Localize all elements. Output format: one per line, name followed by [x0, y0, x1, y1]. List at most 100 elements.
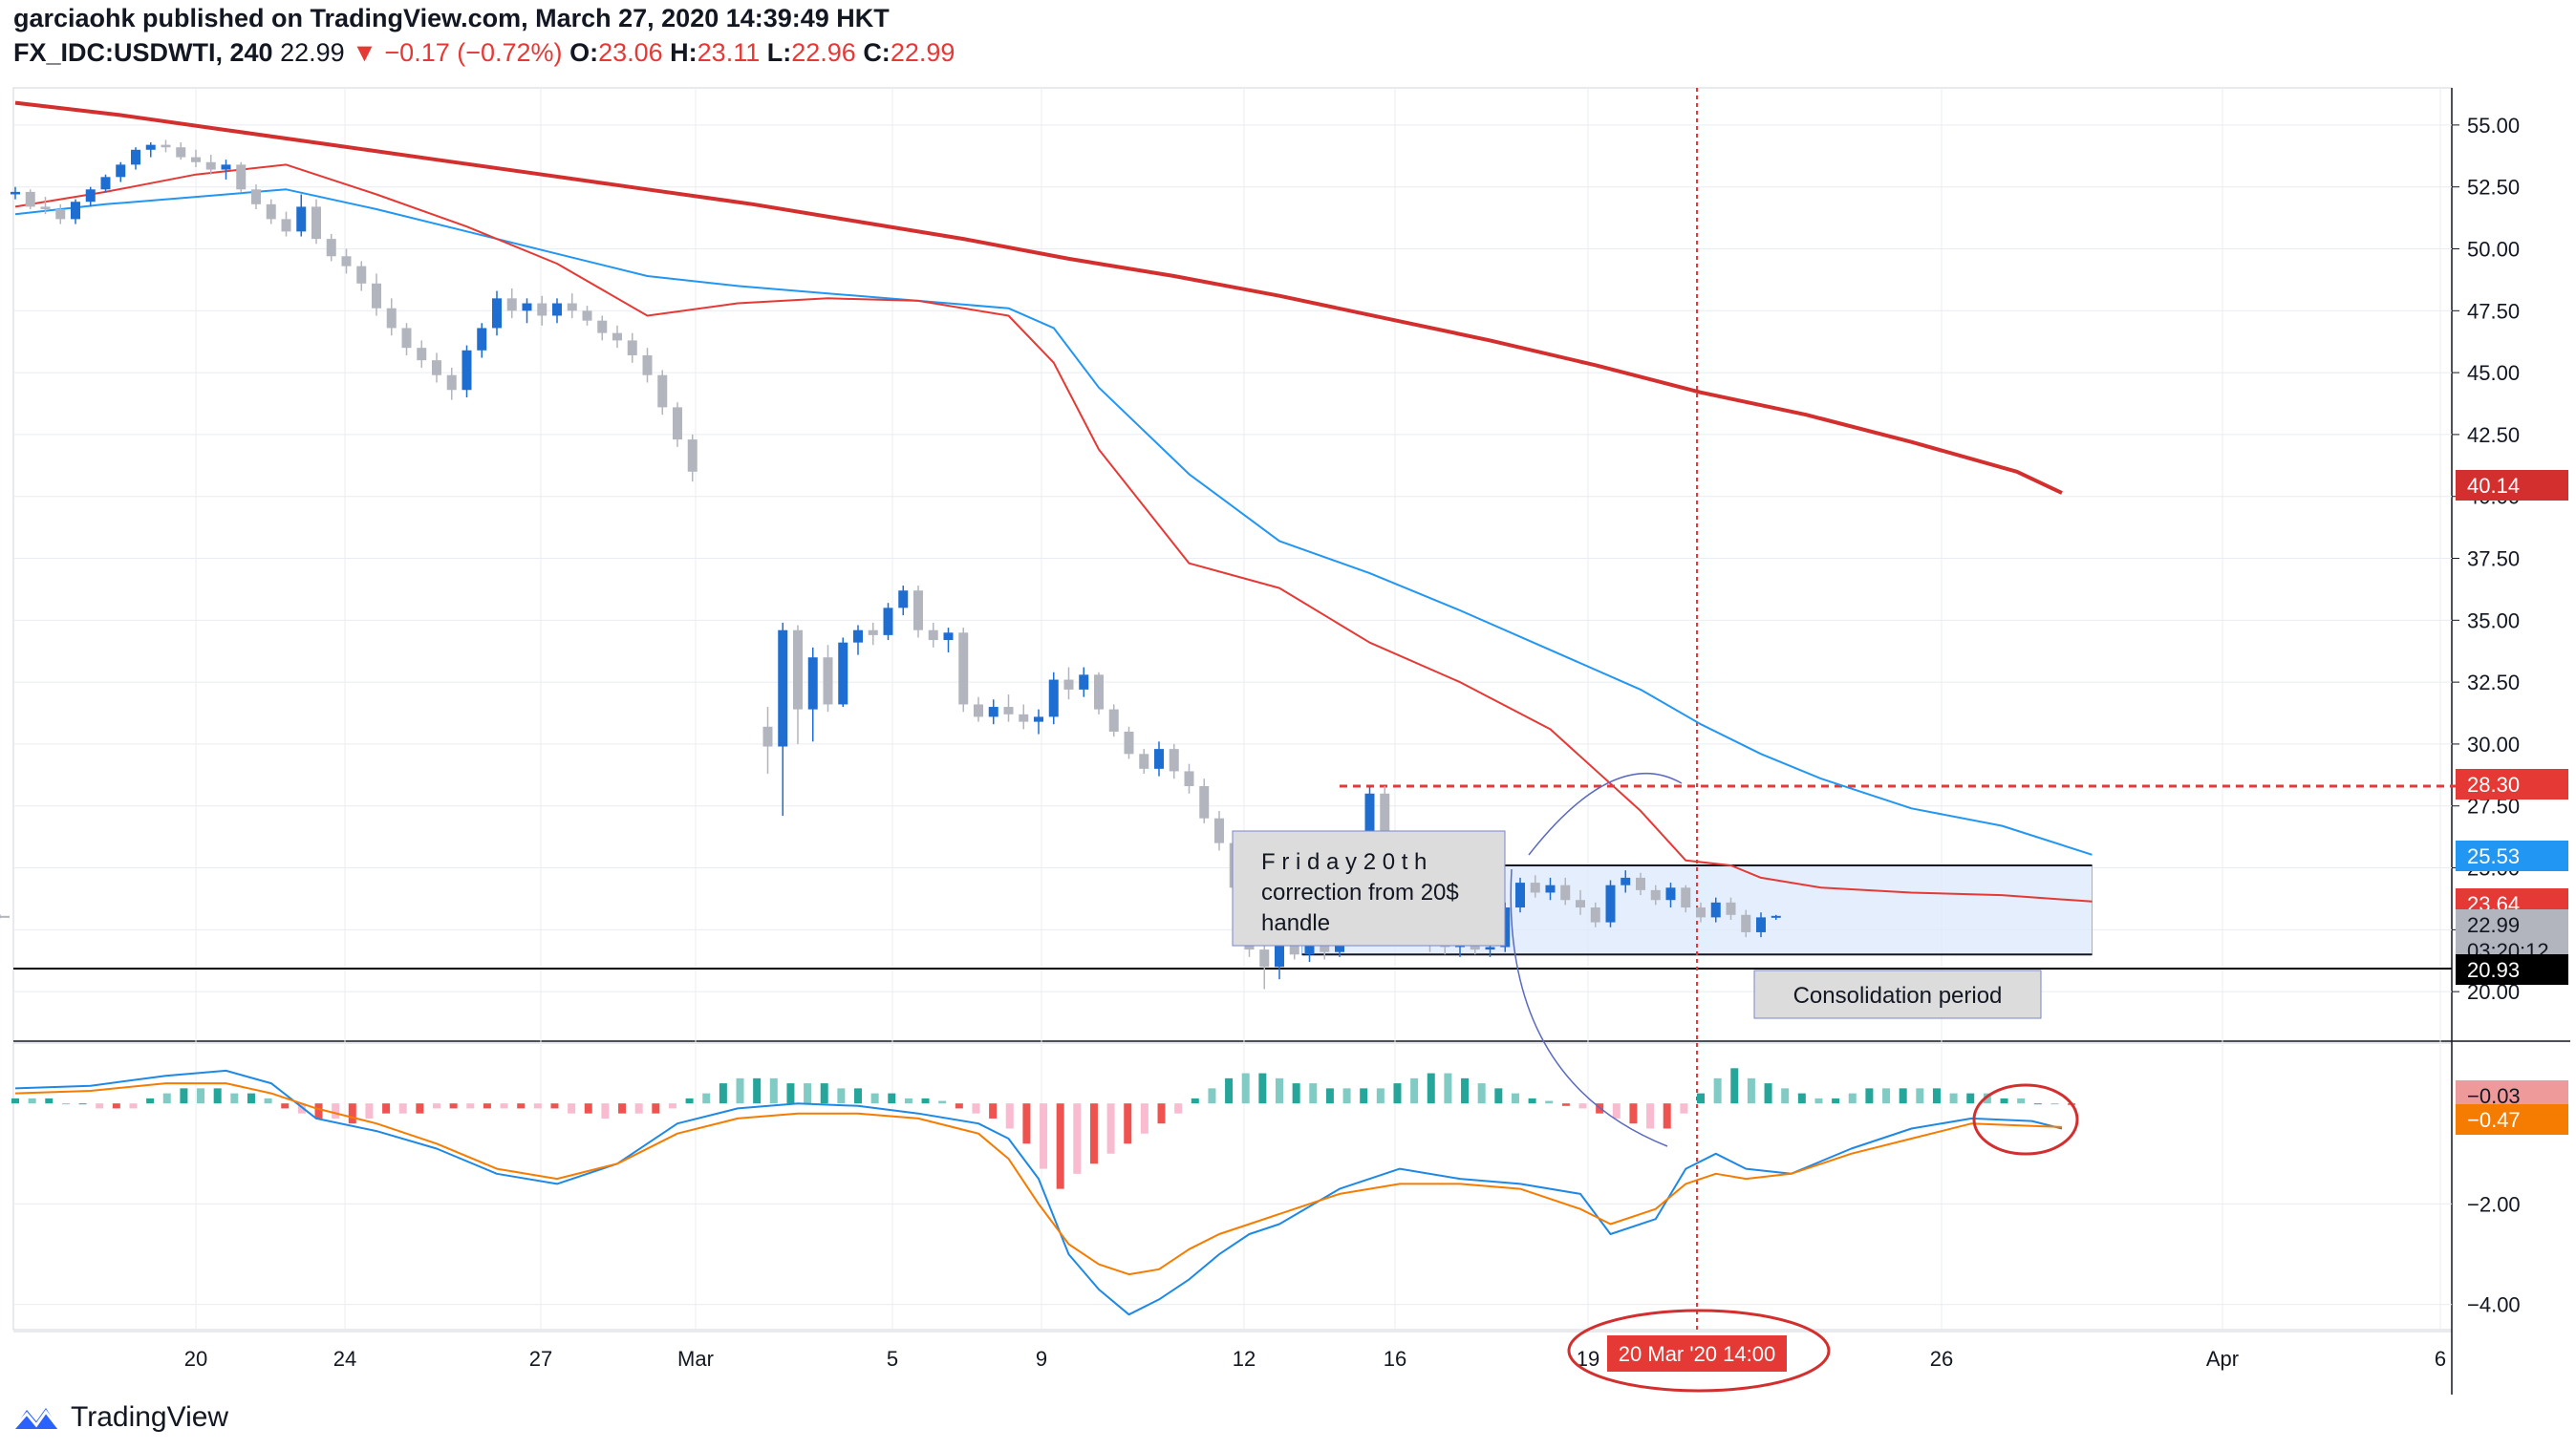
macd-histogram-bar [584, 1103, 592, 1114]
macd-histogram-bar [837, 1088, 846, 1104]
macd-histogram-bar [786, 1083, 795, 1104]
macd-histogram-bar [1040, 1103, 1048, 1169]
macd-histogram-bar [702, 1093, 711, 1104]
consolidation-label-box [1753, 970, 2042, 1019]
macd-histogram-bar [989, 1103, 998, 1119]
macd-tick-label: −4.00 [2467, 1293, 2521, 1317]
macd-histogram-bar [601, 1103, 610, 1119]
candle-body [1304, 944, 1315, 955]
tradingview-brand[interactable]: TradingView [11, 1398, 228, 1437]
macd-histogram-bar [1578, 1103, 1587, 1109]
candle-body [477, 328, 487, 351]
time-tick-label: 20 [184, 1347, 207, 1371]
candle-body [432, 360, 441, 375]
time-tick-label: 12 [1233, 1347, 1256, 1371]
candle-body [673, 407, 682, 440]
macd-histogram-bar [332, 1103, 340, 1119]
candle-body [401, 328, 412, 349]
macd-histogram-bar [1932, 1088, 1941, 1104]
macd-histogram-bar [1174, 1103, 1183, 1114]
macd-histogram-bar [162, 1093, 171, 1104]
macd-histogram-bar [1663, 1103, 1671, 1129]
macd-histogram-bar [1360, 1088, 1368, 1104]
candle-body [326, 239, 336, 257]
candle-body [25, 191, 35, 207]
candle-body [11, 191, 20, 195]
published-line: garciaohk published on TradingView.com, … [13, 4, 890, 33]
macd-histogram-bar [78, 1103, 87, 1105]
mid-moving-average-line [14, 188, 2093, 856]
price-value-label: 22.99 [2467, 913, 2520, 937]
macd-histogram-bar [1494, 1088, 1503, 1104]
slow-moving-average-line [14, 100, 2063, 495]
last-price: 22.99 [280, 38, 345, 67]
chart-canvas[interactable]: 20 24 27 Mar 5 9 12 16 19 26 Apr 655.0052.5050.0047… [0, 0, 2576, 1395]
candle-body [462, 350, 472, 391]
macd-histogram-bar [1208, 1088, 1216, 1104]
candle-body [492, 298, 502, 329]
price-value-label: 28.30 [2467, 773, 2520, 797]
candle-body [883, 608, 893, 635]
macd-histogram-bar [753, 1077, 762, 1104]
friday-note-line3: handle [1261, 910, 1330, 936]
candle-body [1364, 793, 1375, 839]
macd-histogram-bar [1393, 1083, 1402, 1104]
macd-histogram-bar [1124, 1103, 1132, 1144]
time-tick-label: 9 [1036, 1347, 1047, 1371]
candle-body [40, 206, 51, 210]
candle-body [928, 629, 938, 641]
candle-body [807, 657, 818, 710]
candle-body [251, 189, 261, 204]
candle-body [1681, 887, 1691, 908]
macd-value-label-bg [2456, 1104, 2568, 1135]
macd-histogram-bar [550, 1103, 559, 1109]
high-label: H: [670, 38, 698, 67]
candle-body [1094, 674, 1104, 710]
candle-body [446, 374, 457, 391]
author: garciaohk published on TradingView.com, … [13, 4, 890, 32]
candle-body [552, 303, 562, 316]
candle-body [116, 164, 126, 178]
signal-line [14, 1082, 2063, 1276]
price-tick-label: 37.50 [2467, 547, 2520, 571]
open-value: 23.06 [598, 38, 663, 67]
price-value-label: 25.53 [2467, 844, 2520, 868]
candle-body [85, 189, 96, 203]
close-value: 22.99 [890, 38, 955, 67]
candle-body [1741, 914, 1751, 932]
macd-histogram-bar [1730, 1068, 1739, 1104]
candle-body [386, 308, 397, 329]
macd-histogram-bar [618, 1103, 627, 1114]
macd-histogram-bar [1646, 1103, 1655, 1129]
candle-body [838, 642, 848, 705]
candle-body [296, 206, 307, 232]
macd-histogram-bar [820, 1083, 828, 1104]
candle-body [0, 915, 10, 918]
macd-histogram-bar [1899, 1088, 1907, 1104]
friday-note-box [1232, 830, 1506, 947]
macd-tick-label: −2.00 [2467, 1192, 2521, 1216]
open-label: O: [569, 38, 599, 67]
price-tick-label: 47.50 [2467, 299, 2520, 323]
macd-cross-ellipse [1972, 1083, 2079, 1156]
candle-body [1515, 883, 1525, 908]
candle-body [974, 704, 983, 717]
time-tick-label: 24 [333, 1347, 356, 1371]
macd-histogram-bar [888, 1093, 896, 1104]
candle-body [537, 303, 547, 316]
price-value-label-bg [2456, 470, 2568, 501]
price-tick-label: 42.50 [2467, 423, 2520, 447]
macd-histogram-bar [668, 1103, 676, 1109]
macd-histogram-bar [1983, 1093, 1991, 1104]
macd-histogram-bar [1292, 1083, 1300, 1104]
price-tick-label: 32.50 [2467, 671, 2520, 694]
macd-histogram-bar [685, 1098, 694, 1104]
macd-histogram-bar [297, 1103, 306, 1114]
macd-histogram-bar [1612, 1103, 1621, 1119]
time-tick-label: 27 [529, 1347, 552, 1371]
macd-histogram-bar [1427, 1073, 1435, 1104]
high-value: 23.11 [697, 38, 761, 67]
candle-body [1019, 714, 1029, 722]
macd-histogram-bar [719, 1083, 727, 1104]
candle-body [1139, 754, 1149, 769]
